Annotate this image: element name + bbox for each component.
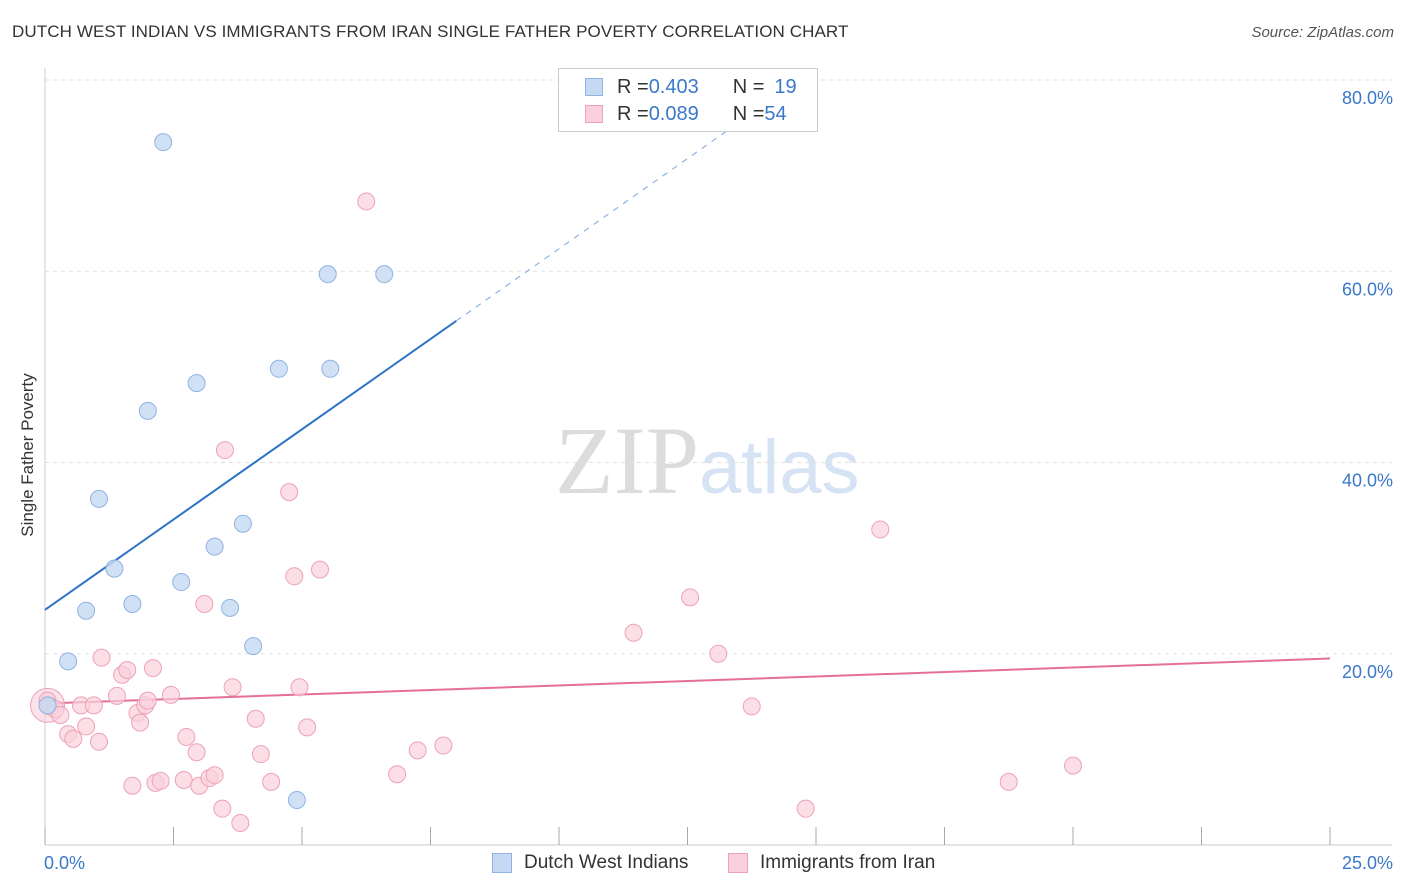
data-point-dutch [89, 489, 108, 508]
data-point-iran [1064, 756, 1082, 775]
data-point-dutch [269, 359, 288, 378]
data-point-dutch [154, 133, 173, 152]
data-point-dutch [59, 652, 78, 671]
legend-n-value: 54 [764, 102, 787, 125]
bottom-legend-label: Dutch West Indians [524, 852, 689, 873]
data-point-iran [408, 741, 427, 760]
data-point-dutch [38, 696, 57, 715]
y-tick-label: 80.0% [1342, 88, 1393, 108]
data-point-iran [871, 520, 890, 539]
legend-row-iran: R = 0.089 N = 54 [585, 101, 787, 127]
data-point-iran [742, 697, 761, 716]
trendlines [44, 96, 1331, 705]
data-point-iran [290, 678, 309, 697]
legend-swatch-blue [585, 78, 603, 96]
data-point-dutch [205, 537, 224, 556]
y-tick-label: 20.0% [1342, 662, 1393, 682]
data-point-iran [298, 718, 317, 737]
data-point-iran [174, 770, 193, 789]
data-point-dutch [187, 374, 206, 393]
data-point-iran [51, 705, 70, 724]
y-tick-label: 60.0% [1342, 279, 1393, 299]
data-point-iran [624, 623, 643, 642]
legend-n-label: N = [732, 75, 765, 98]
data-point-dutch [318, 265, 337, 284]
data-point-iran [92, 648, 111, 667]
legend-row-dutch: R = 0.403 N = 19 [585, 74, 797, 100]
data-point-iran [195, 595, 214, 614]
data-point-dutch [244, 637, 263, 656]
data-point-iran [123, 776, 142, 795]
data-point-iran [64, 729, 83, 748]
data-point-iran [246, 709, 265, 728]
data-point-iran [434, 736, 453, 755]
data-point-iran [796, 799, 815, 818]
data-point-dutch [172, 573, 191, 592]
data-point-iran [213, 799, 232, 818]
data-point-iran [681, 588, 700, 607]
data-point-dutch [375, 265, 394, 284]
data-point-iran [999, 772, 1018, 791]
data-point-iran [231, 814, 250, 833]
data-point-iran [77, 717, 96, 736]
data-point-iran [388, 765, 407, 784]
chart-title: DUTCH WEST INDIAN VS IMMIGRANTS FROM IRA… [12, 22, 849, 41]
data-point-iran [138, 691, 157, 710]
correlation-legend: R = 0.403 N = 19 R = 0.089 N = 54 [558, 68, 818, 132]
trendline-dutch-west-indians-extension [455, 96, 776, 322]
data-point-dutch [233, 514, 252, 533]
data-point-iran [84, 696, 103, 715]
legend-r-value: 0.089 [648, 102, 699, 125]
data-point-dutch [221, 598, 240, 617]
data-point-iran [709, 644, 728, 663]
data-point-dutch [77, 601, 96, 620]
data-point-dutch [287, 791, 306, 810]
legend-swatch-pink [585, 105, 603, 123]
bottom-legend-swatch-pink [728, 853, 748, 873]
data-point-iran [215, 441, 234, 460]
bottom-legend-iran[interactable]: Immigrants from Iran [728, 852, 935, 874]
data-point-iran [107, 686, 126, 705]
y-tick-label: 40.0% [1342, 471, 1393, 491]
x-tick-label: 0.0% [44, 853, 85, 873]
data-point-iran [151, 771, 170, 790]
legend-r-value: 0.403 [648, 75, 699, 98]
source-label[interactable]: Source: ZipAtlas.com [1251, 24, 1394, 41]
data-point-iran [251, 745, 270, 764]
data-point-iran [310, 560, 329, 579]
data-point-iran [285, 567, 304, 586]
data-point-iran [205, 766, 224, 785]
legend-r-label: R = [617, 102, 649, 125]
data-point-iran [89, 732, 108, 751]
axes [44, 68, 1392, 846]
trendline-immigrants-from-iran [44, 657, 1331, 705]
legend-n-label: N = [732, 102, 765, 125]
data-point-iran [131, 713, 150, 732]
data-point-dutch [123, 595, 142, 614]
bottom-legend-swatch-blue [492, 853, 512, 873]
data-point-iran [177, 727, 196, 746]
x-tick-label: 25.0% [1342, 853, 1393, 873]
data-point-iran [223, 678, 242, 697]
legend-r-label: R = [617, 75, 649, 98]
data-point-dutch [138, 401, 157, 420]
legend-n-value: 19 [774, 75, 797, 98]
data-point-iran [357, 192, 376, 211]
tick-labels: 20.0% 40.0% 60.0% 80.0% 0.0% 25.0% [44, 88, 1393, 873]
data-point-iran [143, 659, 162, 678]
data-point-iran [187, 743, 206, 762]
data-points [30, 133, 1082, 833]
data-point-dutch [105, 559, 124, 578]
gridlines [45, 79, 1392, 655]
data-point-dutch [321, 359, 340, 378]
bottom-legend-dutch[interactable]: Dutch West Indians [492, 852, 688, 874]
bottom-legend-label: Immigrants from Iran [760, 852, 936, 873]
data-point-iran [280, 483, 299, 502]
data-point-iran [118, 661, 137, 680]
data-point-iran [161, 685, 180, 704]
data-point-iran [262, 772, 281, 791]
